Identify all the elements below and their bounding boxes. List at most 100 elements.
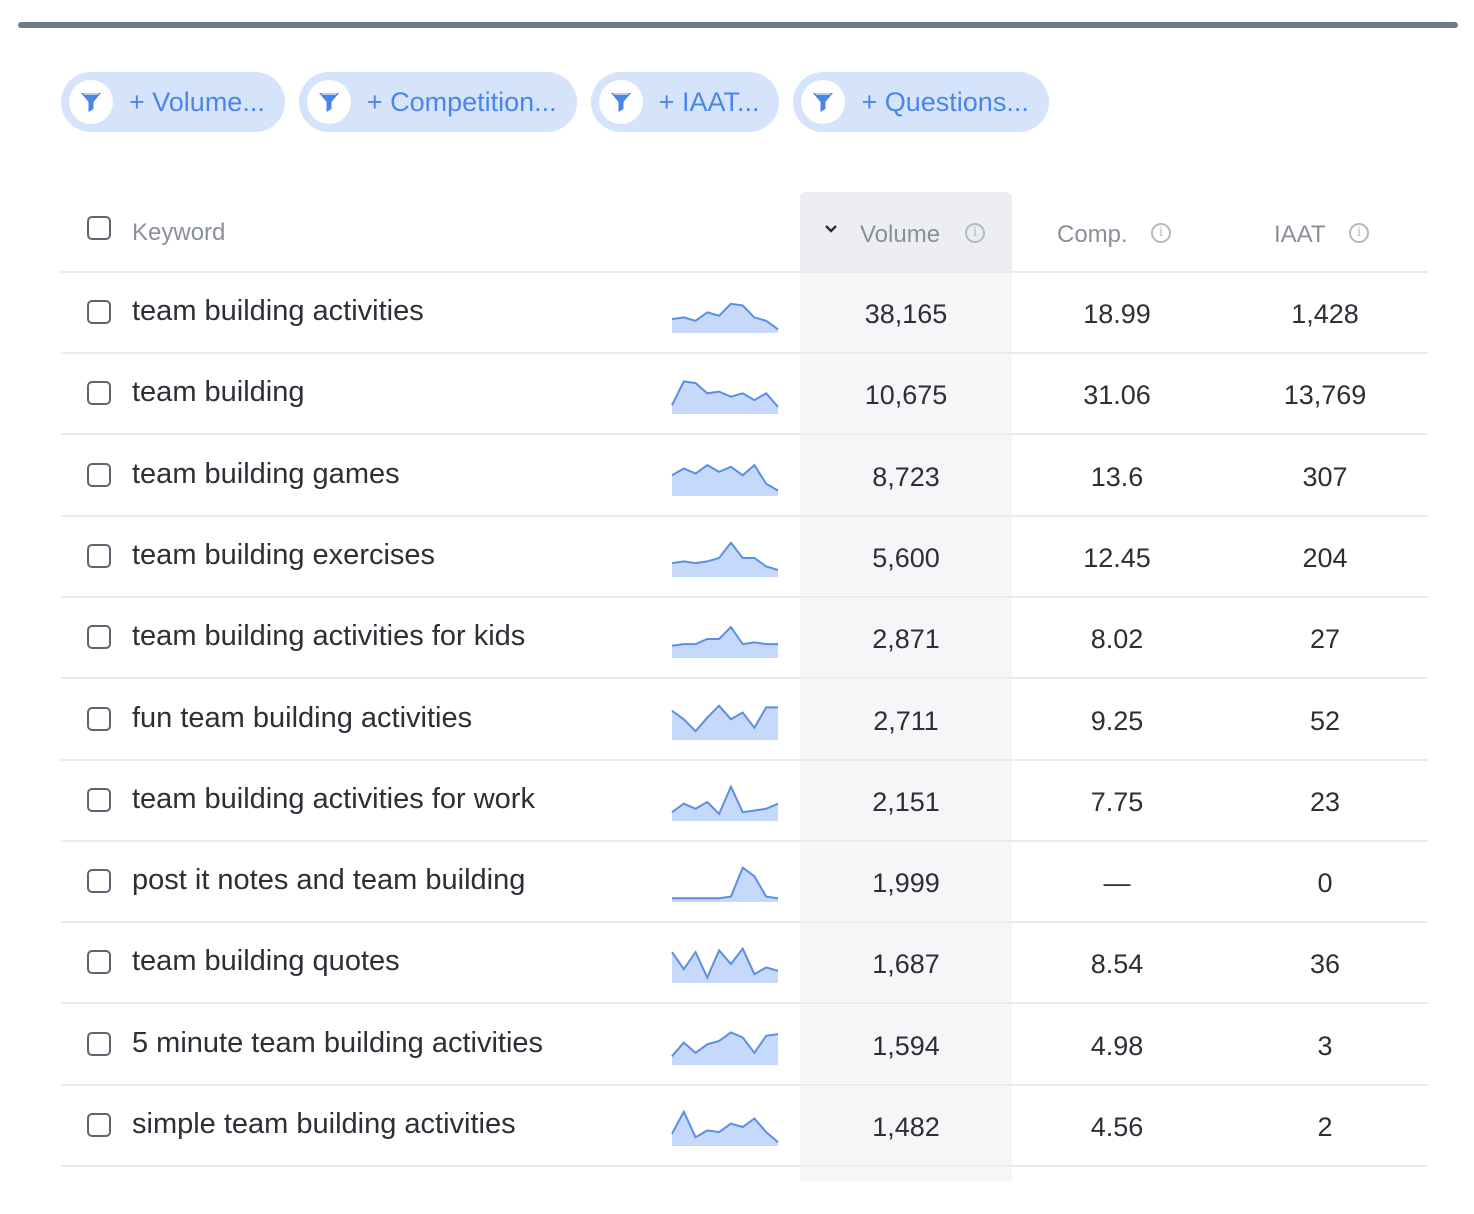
sparkline-area <box>672 542 778 577</box>
keyword-text[interactable]: team building activities for work <box>132 783 535 815</box>
filter-chip-label: + Competition... <box>366 86 557 117</box>
trend-sparkline <box>671 302 779 333</box>
volume-value: 2,711 <box>873 706 939 736</box>
table-row[interactable]: team building activities 38,165 18.99 1,428 <box>61 273 1428 354</box>
bottom-area <box>0 1182 1474 1214</box>
iaat-value: 52 <box>1309 706 1341 736</box>
trend-sparkline <box>672 866 779 902</box>
table-header: Keyword Volume i Comp. i IAAT i <box>61 192 1428 273</box>
filter-chip-competition[interactable]: + Competition... <box>298 72 577 132</box>
trend-sparkline <box>671 704 778 740</box>
filter-chip-questions[interactable]: + Questions... <box>793 72 1049 132</box>
info-icon[interactable]: i <box>965 223 985 243</box>
row-checkbox[interactable] <box>87 544 111 568</box>
keyword-text[interactable]: team building quotes <box>132 945 400 977</box>
trend-sparkline <box>671 784 779 821</box>
iaat-value: 23 <box>1309 787 1341 817</box>
trend-sparkline <box>671 541 779 577</box>
chevron-down-icon[interactable] <box>824 222 838 240</box>
row-checkbox[interactable] <box>87 463 111 487</box>
iaat-value: 307 <box>1302 462 1348 492</box>
sparkline-area <box>672 705 778 740</box>
info-icon[interactable]: i <box>1349 223 1369 243</box>
row-checkbox[interactable] <box>87 1032 111 1056</box>
volume-value: 8,723 <box>872 462 940 492</box>
row-checkbox[interactable] <box>87 625 111 649</box>
sparkline-area <box>672 867 778 902</box>
iaat-value: 36 <box>1309 949 1341 979</box>
sparkline-line <box>671 704 778 733</box>
volume-value: 1,687 <box>872 949 940 979</box>
volume-value: 2,871 <box>872 624 940 654</box>
trend-sparkline <box>671 463 779 496</box>
comp-value: — <box>1103 868 1131 898</box>
keyword-text[interactable]: team building <box>132 376 305 408</box>
row-checkbox[interactable] <box>87 788 111 812</box>
keyword-text[interactable]: team building activities <box>132 295 424 327</box>
table-row[interactable]: post it notes and team building 1,999 — 0 <box>61 842 1428 923</box>
sparkline-line <box>671 302 779 331</box>
sparkline-line <box>671 1031 779 1057</box>
trend-sparkline <box>671 380 779 414</box>
row-checkbox[interactable] <box>87 950 111 974</box>
table-row[interactable]: team building 10,675 31.06 13,769 <box>61 354 1428 435</box>
filter-chip-label: + Volume... <box>129 86 265 117</box>
funnel-icon <box>598 80 643 124</box>
sparkline-line <box>671 463 779 492</box>
trend-sparkline <box>671 1031 779 1065</box>
sparkline-line <box>671 625 778 647</box>
comp-value: 7.75 <box>1090 787 1144 817</box>
iaat-value: 3 <box>1317 1031 1333 1061</box>
column-header-keyword[interactable]: Keyword <box>132 219 226 246</box>
table-row[interactable]: 5 minute team building activities 1,594 4.… <box>61 1005 1428 1086</box>
keyword-text[interactable]: team building activities for kids <box>132 620 526 652</box>
iaat-value: 13,769 <box>1283 380 1367 410</box>
iaat-value: 2 <box>1317 1112 1333 1142</box>
table-row[interactable]: team building activities for work 2,151 7.… <box>61 761 1428 842</box>
filter-chip-volume[interactable]: + Volume... <box>61 72 285 132</box>
sparkline-area <box>672 1032 778 1065</box>
column-header-comp[interactable]: Comp. <box>1057 221 1128 248</box>
info-icon[interactable]: i <box>1151 223 1171 243</box>
volume-value: 2,151 <box>872 787 940 817</box>
volume-value: 1,999 <box>872 868 940 898</box>
row-checkbox[interactable] <box>87 300 111 324</box>
trend-sparkline <box>671 1109 779 1146</box>
table-row[interactable]: team building quotes 1,687 8.54 36 <box>61 923 1428 1004</box>
keyword-text[interactable]: team building games <box>132 458 400 490</box>
comp-value: 12.45 <box>1083 543 1151 573</box>
comp-value: 9.25 <box>1090 706 1144 736</box>
volume-value: 10,675 <box>864 380 948 410</box>
row-checkbox[interactable] <box>87 1113 111 1137</box>
keyword-text[interactable]: 5 minute team building activities <box>132 1027 544 1059</box>
keyword-text[interactable]: post it notes and team building <box>132 864 526 896</box>
funnel-icon <box>801 80 846 124</box>
funnel-icon <box>306 80 351 124</box>
sparkline-area <box>672 381 778 414</box>
sparkline-area <box>672 627 778 658</box>
keyword-text[interactable]: fun team building activities <box>132 702 473 734</box>
iaat-value: 27 <box>1309 624 1341 654</box>
sparkline-area <box>672 786 778 821</box>
keyword-text[interactable]: team building exercises <box>132 539 436 571</box>
sparkline-line <box>671 946 779 981</box>
column-header-volume[interactable]: Volume <box>860 221 941 248</box>
keyword-text[interactable]: simple team building activities <box>132 1108 516 1140</box>
filter-chip-iaat[interactable]: + IAAT... <box>590 72 780 132</box>
volume-value: 1,482 <box>872 1112 940 1142</box>
row-checkbox[interactable] <box>87 707 111 731</box>
table-row[interactable]: simple team building activities 1,482 4.56… <box>61 1086 1428 1167</box>
table-row[interactable]: team building games 8,723 13.6 307 <box>61 436 1428 517</box>
filter-chip-label: + IAAT... <box>658 86 760 117</box>
table-row[interactable]: team building exercises 5,600 12.45 204 <box>61 517 1428 598</box>
select-all-checkbox[interactable] <box>87 216 111 240</box>
trend-sparkline <box>671 946 779 983</box>
comp-value: 13.6 <box>1090 462 1144 492</box>
sparkline-line <box>672 866 779 900</box>
column-header-iaat[interactable]: IAAT <box>1274 221 1326 248</box>
table-row[interactable]: team building activities for kids 2,871 8.… <box>61 598 1428 679</box>
row-checkbox[interactable] <box>87 869 111 893</box>
row-checkbox[interactable] <box>87 381 111 405</box>
table-row[interactable]: fun team building activities 2,711 9.25 52 <box>61 680 1428 761</box>
iaat-value: 1,428 <box>1291 299 1359 329</box>
